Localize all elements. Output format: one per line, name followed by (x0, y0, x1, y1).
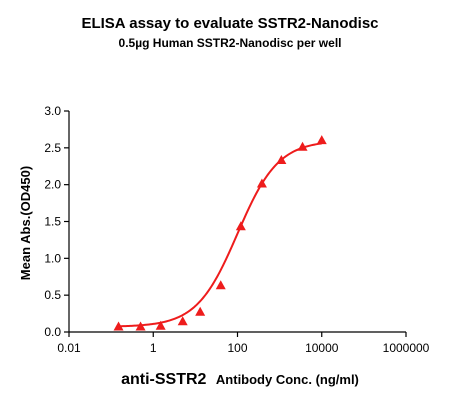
data-point-triangle (235, 221, 246, 231)
y-tick-label: 1.5 (44, 215, 61, 229)
x-tick-label: 1 (150, 341, 157, 355)
x-tick-label: 1000000 (383, 341, 430, 355)
fit-curve (118, 142, 322, 328)
y-tick-label: 0.0 (44, 325, 61, 339)
data-point-triangle (215, 280, 226, 290)
data-point-triangle (113, 321, 124, 331)
x-tick-label: 100 (227, 341, 247, 355)
y-axis-label: Mean Abs.(OD450) (18, 166, 33, 280)
data-point-triangle (135, 321, 146, 331)
data-point-triangle (177, 316, 188, 326)
y-tick-label: 1.0 (44, 251, 61, 265)
y-tick-label: 0.5 (44, 288, 61, 302)
data-point-triangle (256, 178, 267, 188)
data-point-triangle (195, 306, 206, 316)
chart-title: ELISA assay to evaluate SSTR2-Nanodisc (81, 15, 378, 32)
y-tick-label: 3.0 (44, 104, 61, 118)
x-tick-label: 10000 (305, 341, 339, 355)
data-point-triangle (155, 320, 166, 330)
data-point-triangle (276, 154, 287, 164)
x-axis-label-main: anti-SSTR2 (121, 371, 206, 388)
data-point-triangle (316, 135, 327, 145)
y-tick-label: 2.0 (44, 178, 61, 192)
data-point-triangle (297, 141, 308, 151)
x-tick-label: 0.01 (57, 341, 81, 355)
plot-area: 0.0 0.5 1.0 1.5 2.0 2.5 3.0 0.01 1 100 10000 100000… (44, 104, 429, 355)
chart-subtitle: 0.5µg Human SSTR2-Nanodisc per well (119, 36, 342, 50)
x-axis-label: anti-SSTR2 Antibody Conc. (ng/ml) (121, 371, 359, 388)
x-axis-label-rest: Antibody Conc. (ng/ml) (216, 372, 359, 387)
y-tick-label: 2.5 (44, 141, 61, 155)
